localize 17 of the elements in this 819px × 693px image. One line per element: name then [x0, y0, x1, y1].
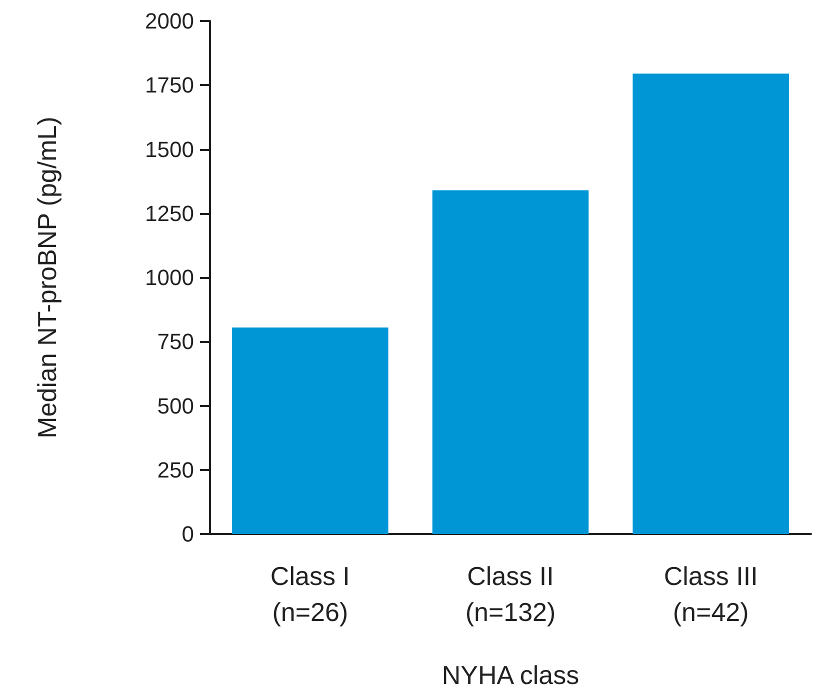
y-tick-label: 1000: [145, 265, 194, 290]
y-tick-label: 1750: [145, 72, 194, 98]
y-tick-label: 500: [157, 393, 194, 418]
y-tick-label: 750: [157, 329, 194, 354]
x-tick-label: Class II (n=132): [465, 561, 556, 627]
y-tick-label: 1500: [145, 136, 194, 162]
y-axis-title: Median NT-proBNP (pg/mL): [32, 116, 62, 438]
x-tick-label: Class I (n=26): [270, 561, 350, 627]
y-tick-label: 2000: [145, 8, 194, 34]
y-tick-label: 1250: [145, 200, 194, 226]
bar: [432, 190, 589, 534]
y-tick-label: 0: [182, 522, 194, 546]
x-tick-label: Class III (n=42): [664, 561, 758, 627]
y-tick-label: 250: [157, 457, 194, 482]
x-axis-title: NYHA class: [442, 660, 580, 690]
bar: [232, 328, 388, 534]
bar: [632, 74, 789, 534]
